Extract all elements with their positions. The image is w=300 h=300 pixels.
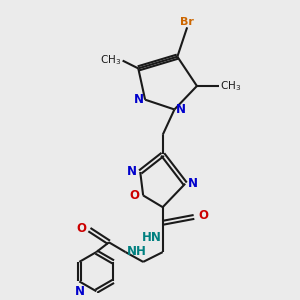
Text: CH$_3$: CH$_3$ — [220, 79, 242, 93]
Text: N: N — [127, 166, 137, 178]
Text: HN: HN — [142, 231, 162, 244]
Text: O: O — [129, 189, 139, 202]
Text: N: N — [75, 285, 85, 298]
Text: O: O — [76, 222, 86, 235]
Text: N: N — [176, 103, 185, 116]
Text: Br: Br — [180, 17, 194, 27]
Text: N: N — [188, 177, 198, 190]
Text: O: O — [198, 209, 208, 223]
Text: NH: NH — [127, 244, 146, 258]
Text: N: N — [134, 93, 144, 106]
Text: CH$_3$: CH$_3$ — [100, 54, 122, 68]
